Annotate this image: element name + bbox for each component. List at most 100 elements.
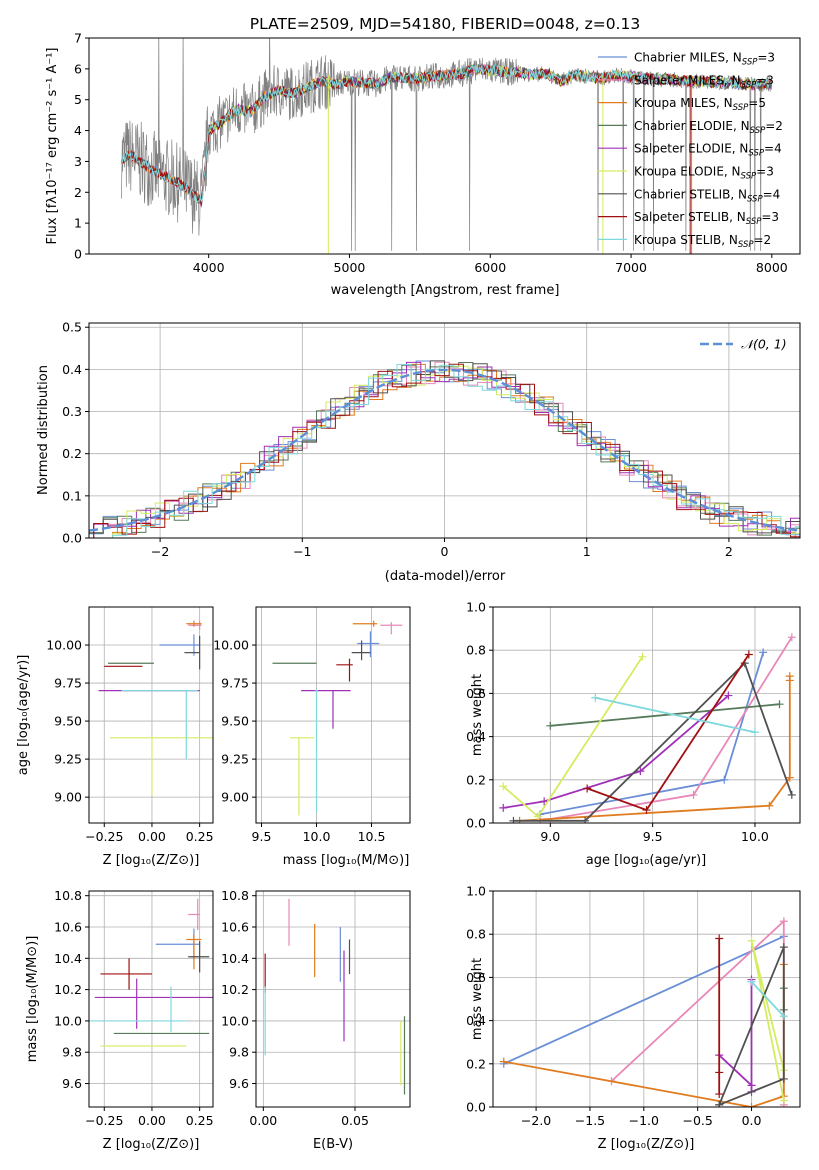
weight-marker: [689, 790, 698, 799]
x-tick-label: 0.05: [341, 1113, 369, 1128]
x-tick-label: 9.5: [252, 829, 272, 844]
mass_vs_ebv-axes: [252, 890, 411, 1111]
weight-marker: [715, 934, 724, 943]
weight_vs_Z-plot-area: [499, 917, 788, 1107]
x-axis-label: wavelength [Angstrom, rest frame]: [331, 283, 560, 298]
x-tick-label: 10.5: [358, 829, 386, 844]
weight-marker: [499, 782, 508, 791]
x-tick-label: 9.5: [643, 829, 663, 844]
weight-marker: [779, 1074, 788, 1083]
weight-line: [718, 979, 753, 1092]
y-tick-label: 10.00: [213, 638, 249, 653]
weight-marker: [779, 943, 788, 952]
y-tick-label: 0.3: [62, 404, 82, 419]
y-tick-label: 10.00: [46, 638, 82, 653]
y-tick-label: 6: [74, 61, 82, 76]
weight-marker: [785, 773, 794, 782]
weight-marker: [636, 767, 645, 776]
y-tick-label: 9.75: [221, 676, 249, 691]
y-tick-label: 3: [74, 154, 82, 169]
legend-entry: Salpeter ELODIE, NSSP=4: [634, 142, 782, 159]
y-tick-label: 10.4: [54, 951, 82, 966]
weight-marker: [747, 977, 756, 986]
x-axis-label: mass [log₁₀(M/M⊙)]: [283, 853, 410, 868]
y-tick-label: 0.8: [466, 643, 486, 658]
y-tick-label: 10.4: [221, 951, 249, 966]
x-tick-label: 10.0: [303, 829, 331, 844]
x-tick-label: 4000: [193, 260, 225, 275]
x-tick-label: −0.5: [682, 1113, 712, 1128]
y-tick-label: 10.0: [221, 1013, 249, 1028]
y-axis-label: Flux [fλ10⁻¹⁷ erg cm⁻² s⁻¹ A⁻¹]: [45, 48, 60, 245]
y-axis-label: age [log₁₀(age/yr)]: [16, 655, 31, 776]
y-tick-label: 9.6: [62, 1076, 82, 1091]
y-tick-label: 0.1: [62, 488, 82, 503]
y-tick-label: 4: [74, 123, 82, 138]
x-tick-label: −2.0: [521, 1113, 551, 1128]
weight-marker: [787, 633, 796, 642]
weight-marker: [715, 1100, 724, 1107]
x-tick-label: 0.25: [186, 829, 214, 844]
y-tick-label: 9.6: [229, 1076, 249, 1091]
axes-frame: [492, 606, 801, 824]
y-tick-label: 7: [74, 31, 82, 46]
legend-entry: 𝒩(0, 1): [741, 337, 787, 352]
legend-entry: Chabrier ELODIE, NSSP=2: [634, 119, 783, 136]
y-tick-label: 10.6: [54, 920, 82, 935]
x-tick-label: −0.25: [85, 829, 123, 844]
x-tick-label: −2: [151, 544, 169, 559]
weight-marker: [581, 816, 590, 823]
y-tick-label: 1: [74, 216, 82, 231]
chart-title: PLATE=2509, MJD=54180, FIBERID=0048, z=0…: [250, 15, 640, 33]
x-axis-label: Z [log₁₀(Z/Z⊙)]: [598, 1137, 695, 1152]
x-axis-label: age [log₁₀(age/yr)]: [586, 853, 707, 868]
weight-marker: [499, 803, 508, 812]
y-axis-label: mass [log₁₀(M/M⊙)]: [25, 936, 40, 1063]
axes-frame: [255, 890, 411, 1108]
legend-entry: Kroupa STELIB, NSSP=2: [634, 233, 771, 250]
x-tick-label: 10.0: [741, 829, 769, 844]
weight-marker: [638, 652, 647, 661]
weight-line: [503, 935, 785, 1065]
weight-marker: [499, 1057, 508, 1066]
y-tick-label: 10.8: [54, 888, 82, 903]
y-tick-label: 0.0: [466, 816, 486, 831]
weight-marker: [546, 721, 555, 730]
age_vs_Z-plot-area: [98, 620, 213, 796]
age_vs_Z-axes: [85, 606, 214, 827]
model-spectrum: [120, 63, 772, 204]
legend-entry: Kroupa MILES, NSSP=5: [634, 96, 766, 113]
mass_vs_ebv-plot-area: [264, 898, 406, 1095]
weight-marker: [747, 936, 756, 945]
y-tick-label: 9.50: [54, 714, 82, 729]
legend-entry: Chabrier MILES, NSSP=3: [634, 51, 775, 68]
y-tick-label: 0.8: [466, 927, 486, 942]
y-tick-label: 1.0: [466, 884, 486, 899]
x-tick-label: −1: [293, 544, 311, 559]
y-tick-label: 9.00: [221, 790, 249, 805]
y-tick-label: 9.25: [221, 752, 249, 767]
x-tick-label: −0.25: [85, 1113, 123, 1128]
axes-frame: [88, 890, 214, 1108]
x-tick-label: 1: [583, 544, 591, 559]
x-tick-label: 0.00: [138, 1113, 166, 1128]
axes-frame: [88, 606, 214, 824]
weight-marker: [779, 1096, 788, 1105]
weight-marker: [765, 801, 774, 810]
x-tick-label: 0: [441, 544, 449, 559]
x-axis-label: Z [log₁₀(Z/Z⊙)]: [103, 1137, 200, 1152]
y-tick-label: 0.4: [466, 1013, 486, 1028]
x-tick-label: 0.25: [186, 1113, 214, 1128]
weight-marker: [509, 816, 518, 823]
y-tick-label: 9.75: [54, 676, 82, 691]
y-tick-label: 0: [74, 247, 82, 262]
legend-entry: Salpeter STELIB, NSSP=3: [634, 210, 779, 227]
x-tick-label: 5000: [334, 260, 366, 275]
y-tick-label: 1.0: [466, 600, 486, 615]
y-tick-label: 9.00: [54, 790, 82, 805]
y-tick-label: 0.0: [62, 531, 82, 546]
weight-marker: [775, 700, 784, 709]
weight_vs_Z-axes: [489, 890, 801, 1111]
y-tick-label: 0.5: [62, 320, 82, 335]
